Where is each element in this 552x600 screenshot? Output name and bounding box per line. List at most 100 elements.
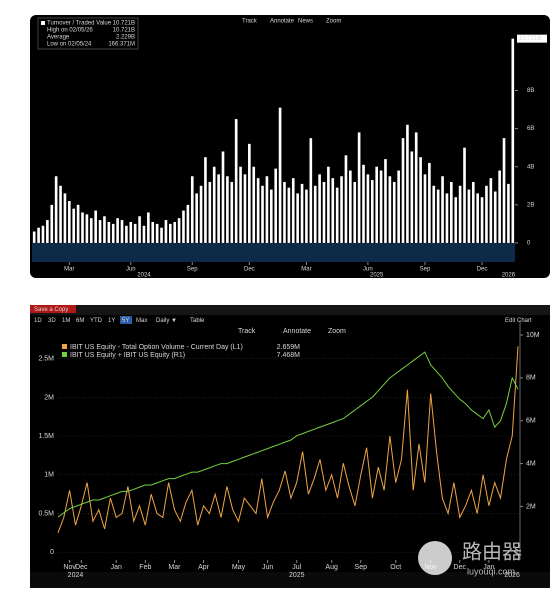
x-tick-label: Dec bbox=[75, 564, 88, 571]
bar bbox=[375, 166, 379, 243]
legend-value: 10.721B bbox=[113, 28, 135, 34]
footer-bar bbox=[30, 572, 550, 588]
table-button[interactable]: Table bbox=[190, 318, 205, 324]
bar bbox=[344, 155, 348, 243]
bar bbox=[331, 178, 335, 243]
legend-value: 2.229B bbox=[116, 35, 135, 41]
bar bbox=[177, 218, 181, 243]
tool-button[interactable]: Track bbox=[238, 328, 256, 335]
x-tick-label: Dec bbox=[244, 267, 255, 273]
y-tick-label: 1.5M bbox=[38, 433, 54, 440]
bar bbox=[142, 225, 146, 243]
bar bbox=[296, 193, 299, 243]
range-button[interactable]: 5Y bbox=[122, 318, 129, 324]
bar bbox=[186, 204, 190, 243]
edit-chart[interactable]: Edit Chart bbox=[505, 318, 532, 324]
tool-button[interactable]: Zoom bbox=[328, 328, 346, 335]
range-button[interactable]: Max bbox=[136, 318, 147, 324]
bar bbox=[41, 225, 45, 243]
save-tab[interactable] bbox=[30, 305, 76, 313]
save-copy[interactable]: Save a Copy bbox=[34, 307, 68, 313]
bar bbox=[454, 197, 458, 243]
y-tick-label: 2M bbox=[44, 394, 54, 401]
range-button[interactable]: 1M bbox=[62, 318, 70, 324]
bar bbox=[239, 166, 242, 243]
legend-swatch bbox=[62, 352, 67, 357]
bar bbox=[125, 225, 128, 243]
bar bbox=[274, 168, 278, 243]
bar bbox=[94, 210, 97, 243]
bar bbox=[230, 181, 234, 243]
x-tick-label: Jan bbox=[483, 564, 494, 571]
bar bbox=[423, 174, 427, 243]
x-tick-label: Aug bbox=[325, 564, 338, 571]
toolbar-bar bbox=[30, 305, 550, 315]
toolbar-button[interactable]: Track bbox=[242, 19, 258, 25]
bar bbox=[436, 189, 440, 243]
range-button[interactable]: 6M bbox=[76, 318, 84, 324]
bar bbox=[32, 231, 36, 243]
legend-name: Turnover / Traded Value bbox=[47, 21, 112, 27]
bar bbox=[199, 185, 203, 243]
bar bbox=[450, 181, 453, 243]
legend-value: 166.371M bbox=[108, 42, 135, 48]
bar bbox=[98, 220, 102, 243]
bar bbox=[401, 138, 405, 243]
bar bbox=[234, 119, 238, 243]
bar bbox=[120, 220, 124, 243]
bar bbox=[349, 170, 352, 243]
toolbar-button[interactable]: News bbox=[298, 19, 313, 25]
range-active bbox=[120, 316, 132, 324]
bar bbox=[322, 181, 326, 243]
bar bbox=[379, 170, 383, 243]
x-tick-label: Jul bbox=[292, 564, 301, 571]
bar bbox=[493, 191, 497, 243]
range-button[interactable]: YTD bbox=[90, 318, 103, 324]
baseline-band bbox=[32, 243, 515, 262]
bar bbox=[476, 193, 479, 243]
range-button[interactable]: 1Y bbox=[108, 318, 115, 324]
bar bbox=[138, 216, 141, 243]
bar bbox=[366, 174, 370, 243]
bar bbox=[327, 166, 330, 243]
bar bbox=[305, 189, 308, 243]
bar bbox=[226, 176, 229, 243]
bar bbox=[406, 124, 409, 243]
bar bbox=[410, 151, 414, 243]
bar bbox=[155, 223, 159, 243]
toolbar-button[interactable]: Annotate bbox=[270, 19, 295, 25]
frequency[interactable]: Daily ▼ bbox=[156, 318, 177, 324]
range-button[interactable]: 1D bbox=[34, 318, 42, 324]
bar bbox=[269, 189, 273, 243]
bottom-panel bbox=[30, 305, 550, 588]
bar bbox=[204, 157, 207, 243]
last-value-box bbox=[517, 34, 547, 43]
y-tick-label: 2.5M bbox=[38, 356, 54, 363]
bar bbox=[370, 180, 374, 243]
range-button[interactable]: 3D bbox=[48, 318, 56, 324]
bar bbox=[489, 178, 493, 243]
bar bbox=[498, 170, 501, 243]
toolbar-button[interactable]: Zoom bbox=[326, 19, 341, 25]
bar bbox=[362, 164, 365, 243]
bar bbox=[111, 223, 115, 243]
y2-tick-label: 2M bbox=[526, 503, 536, 510]
year-label: 2025 bbox=[289, 572, 305, 579]
x-tick-label: Mar bbox=[64, 267, 74, 273]
bar bbox=[50, 204, 54, 243]
bar bbox=[458, 185, 462, 243]
bar bbox=[335, 187, 339, 243]
bar bbox=[85, 214, 89, 243]
watermark-name: 路由器 bbox=[462, 540, 522, 563]
y-tick-label: 6B bbox=[527, 126, 534, 132]
bar bbox=[318, 174, 321, 243]
x-tick-label: Dec bbox=[477, 267, 488, 273]
bar bbox=[384, 159, 387, 243]
bar bbox=[208, 181, 212, 243]
bar bbox=[471, 181, 475, 243]
bar bbox=[502, 138, 506, 243]
legend-value: 2.659M bbox=[277, 344, 301, 351]
y-tick-label: 1M bbox=[44, 472, 54, 479]
tool-button[interactable]: Annotate bbox=[283, 328, 311, 335]
